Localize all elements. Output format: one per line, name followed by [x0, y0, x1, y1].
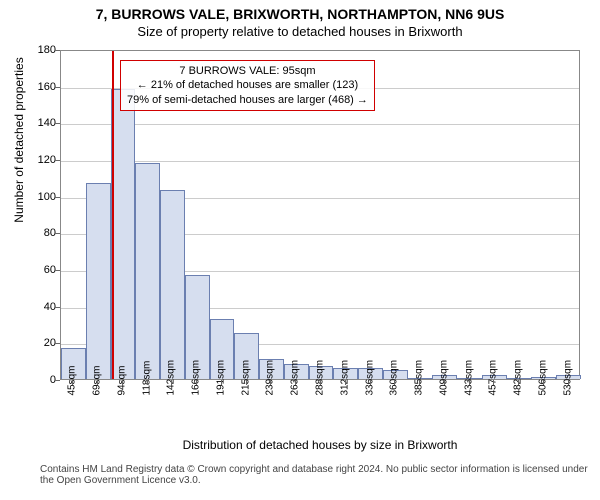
- y-tick-label: 0: [28, 374, 56, 386]
- x-tick-mark: [147, 380, 148, 385]
- chart-title-block: 7, BURROWS VALE, BRIXWORTH, NORTHAMPTON,…: [0, 6, 600, 39]
- gridline: [61, 124, 579, 125]
- x-tick-mark: [295, 380, 296, 385]
- y-tick-label: 120: [28, 154, 56, 166]
- x-tick-label: 457sqm: [488, 394, 499, 396]
- x-tick-mark: [270, 380, 271, 385]
- y-tick-label: 40: [28, 301, 56, 313]
- chart-container: 7, BURROWS VALE, BRIXWORTH, NORTHAMPTON,…: [0, 0, 600, 500]
- x-tick-label: 142sqm: [166, 394, 177, 396]
- x-tick-mark: [122, 380, 123, 385]
- histogram-bar: [111, 89, 136, 379]
- y-tick-label: 160: [28, 81, 56, 93]
- marker-line: [112, 51, 114, 379]
- x-tick-label: 94sqm: [116, 394, 127, 396]
- histogram-bar: [160, 190, 185, 379]
- x-tick-label: 288sqm: [315, 394, 326, 396]
- x-tick-mark: [246, 380, 247, 385]
- x-tick-mark: [543, 380, 544, 385]
- callout-line-1: 7 BURROWS VALE: 95sqm: [127, 64, 368, 78]
- y-tick-label: 80: [28, 227, 56, 239]
- y-tick-label: 180: [28, 44, 56, 56]
- y-tick-mark: [55, 123, 60, 124]
- y-tick-mark: [55, 160, 60, 161]
- x-tick-label: 385sqm: [414, 394, 425, 396]
- x-tick-label: 215sqm: [240, 394, 251, 396]
- x-tick-mark: [345, 380, 346, 385]
- y-tick-mark: [55, 87, 60, 88]
- y-tick-label: 60: [28, 264, 56, 276]
- y-tick-mark: [55, 233, 60, 234]
- y-tick-label: 100: [28, 191, 56, 203]
- x-tick-label: 191sqm: [215, 394, 226, 396]
- x-tick-mark: [72, 380, 73, 385]
- x-tick-mark: [370, 380, 371, 385]
- x-tick-label: 433sqm: [463, 394, 474, 396]
- y-tick-label: 20: [28, 337, 56, 349]
- x-tick-label: 263sqm: [290, 394, 301, 396]
- x-tick-label: 45sqm: [67, 394, 78, 396]
- y-tick-mark: [55, 380, 60, 381]
- x-tick-label: 506sqm: [537, 394, 548, 396]
- x-tick-mark: [493, 380, 494, 385]
- x-tick-mark: [221, 380, 222, 385]
- x-tick-mark: [394, 380, 395, 385]
- x-tick-label: 312sqm: [339, 394, 350, 396]
- credit-text: Contains HM Land Registry data © Crown c…: [40, 464, 590, 486]
- x-tick-mark: [518, 380, 519, 385]
- x-tick-mark: [469, 380, 470, 385]
- x-tick-mark: [97, 380, 98, 385]
- histogram-bar: [86, 183, 111, 379]
- y-tick-mark: [55, 307, 60, 308]
- y-tick-mark: [55, 197, 60, 198]
- x-tick-label: 530sqm: [562, 394, 573, 396]
- x-tick-mark: [320, 380, 321, 385]
- y-tick-label: 140: [28, 117, 56, 129]
- x-tick-mark: [171, 380, 172, 385]
- callout-line-3: 79% of semi-detached houses are larger (…: [127, 93, 368, 107]
- y-tick-mark: [55, 270, 60, 271]
- y-tick-mark: [55, 50, 60, 51]
- x-tick-label: 409sqm: [438, 394, 449, 396]
- chart-title-sub: Size of property relative to detached ho…: [0, 24, 600, 39]
- x-tick-mark: [568, 380, 569, 385]
- y-axis-label: Number of detached properties: [12, 0, 26, 305]
- x-tick-mark: [444, 380, 445, 385]
- callout-line-2: ← 21% of detached houses are smaller (12…: [127, 78, 368, 92]
- y-tick-mark: [55, 343, 60, 344]
- x-tick-label: 482sqm: [513, 394, 524, 396]
- x-tick-label: 118sqm: [141, 394, 152, 396]
- histogram-bar: [135, 163, 160, 379]
- x-axis-label: Distribution of detached houses by size …: [60, 438, 580, 452]
- chart-title-main: 7, BURROWS VALE, BRIXWORTH, NORTHAMPTON,…: [0, 6, 600, 22]
- x-tick-mark: [196, 380, 197, 385]
- x-tick-label: 69sqm: [92, 394, 103, 396]
- x-tick-label: 336sqm: [364, 394, 375, 396]
- x-tick-label: 166sqm: [191, 394, 202, 396]
- x-tick-label: 239sqm: [265, 394, 276, 396]
- callout-box: 7 BURROWS VALE: 95sqm ← 21% of detached …: [120, 60, 375, 111]
- x-tick-label: 360sqm: [389, 394, 400, 396]
- x-tick-mark: [419, 380, 420, 385]
